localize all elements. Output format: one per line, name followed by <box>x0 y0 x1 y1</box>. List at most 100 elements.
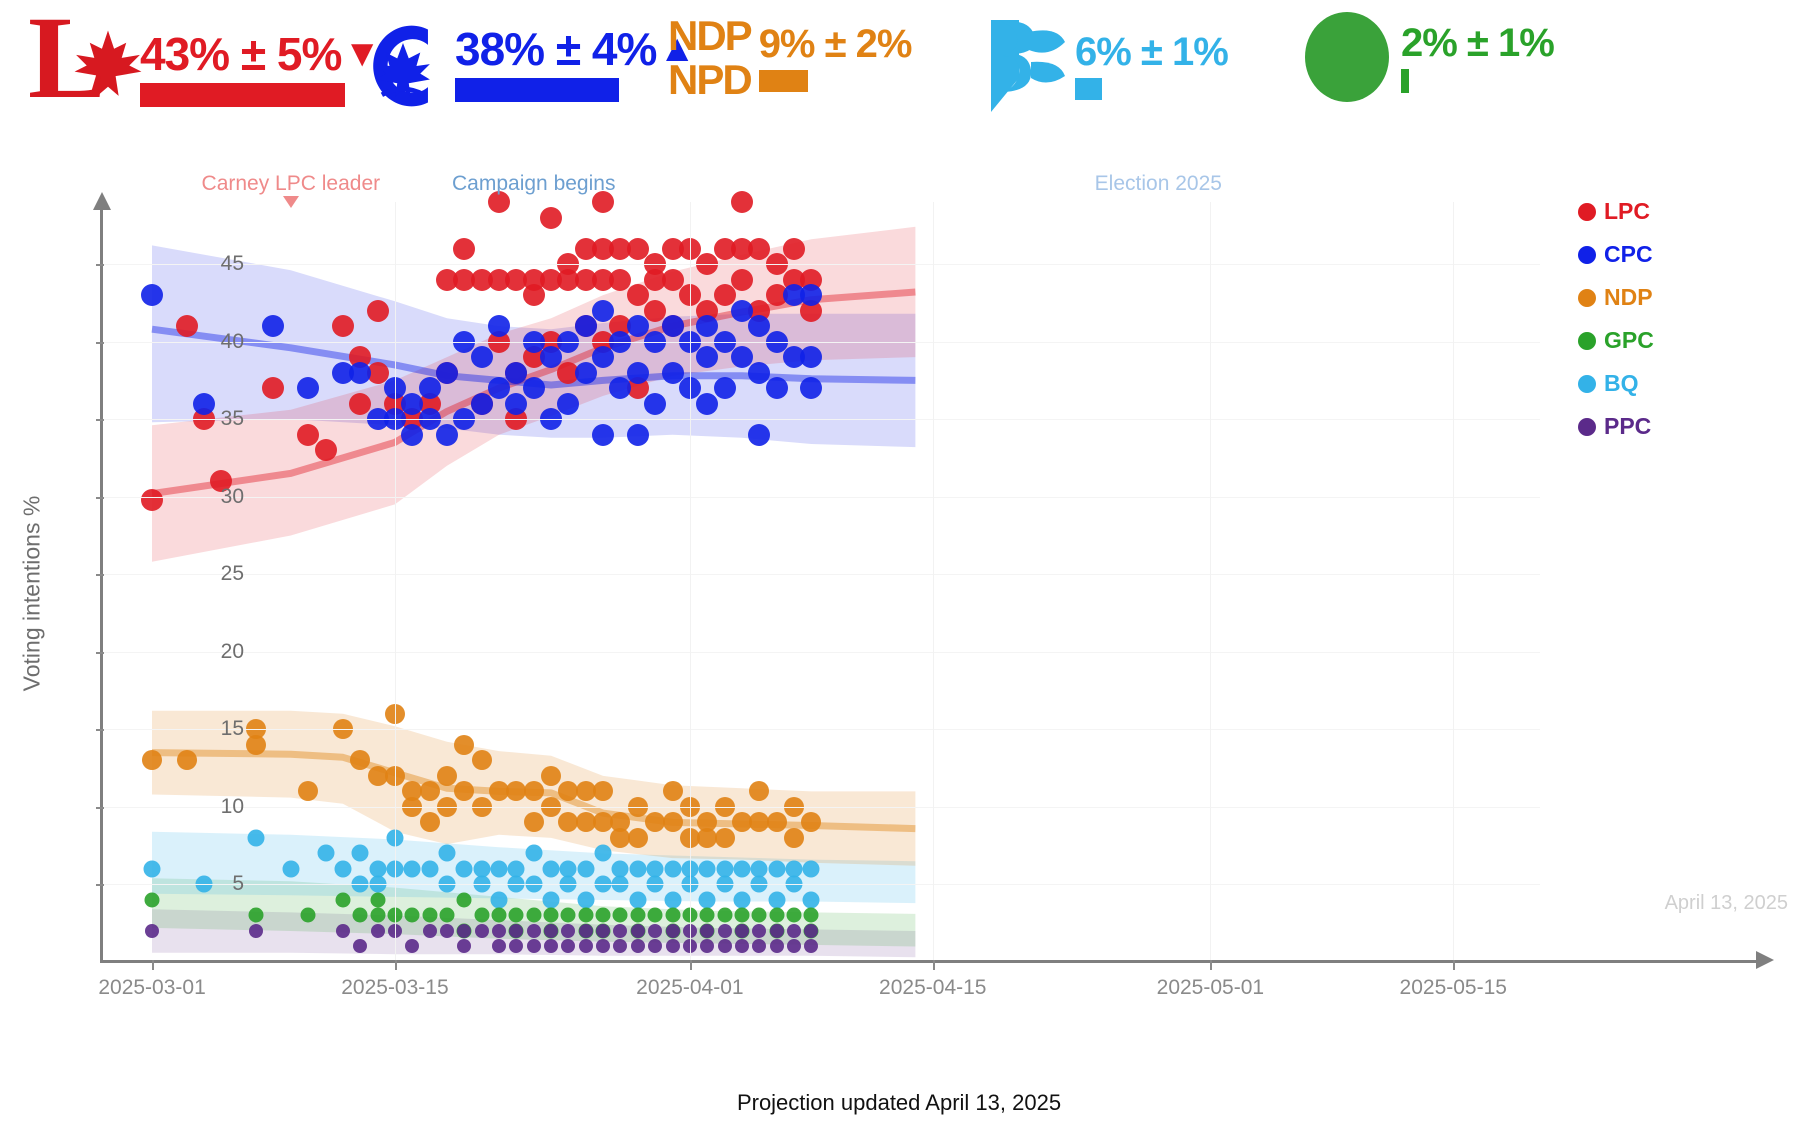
poll-point-ppc <box>457 939 472 954</box>
poll-point-ppc <box>804 923 819 938</box>
poll-point-gpc <box>734 907 750 923</box>
poll-point-gpc <box>248 907 264 923</box>
poll-point-gpc <box>300 907 316 923</box>
poll-point-lpc <box>453 237 476 260</box>
poll-point-ppc <box>613 939 628 954</box>
x-axis-tick-mark <box>394 960 397 970</box>
y-gridline <box>100 341 1540 343</box>
poll-point-bq <box>594 844 612 862</box>
poll-point-cpc <box>644 392 667 415</box>
poll-point-lpc <box>592 268 615 291</box>
poll-point-ppc <box>492 939 507 954</box>
poll-point-ppc <box>439 923 454 938</box>
poll-point-cpc <box>418 377 441 400</box>
liberal-party-logo: L <box>28 0 142 128</box>
poll-point-ppc <box>578 939 593 954</box>
poll-point-ppc <box>717 939 732 954</box>
poll-point-bq <box>317 844 335 862</box>
y-gridline <box>100 496 1540 498</box>
y-axis-tick-mark <box>96 264 104 267</box>
poll-point-ppc <box>734 923 749 938</box>
poll-point-cpc <box>193 392 216 415</box>
poll-point-bq <box>455 860 473 878</box>
poll-point-cpc <box>782 346 805 369</box>
y-axis-tick-label: 25 <box>220 562 244 586</box>
poll-point-ndp <box>575 781 596 802</box>
poll-point-gpc <box>665 907 681 923</box>
poll-point-lpc <box>661 268 684 291</box>
poll-point-ndp <box>558 781 579 802</box>
poll-point-gpc <box>751 907 767 923</box>
x-axis-tick-label: 2025-05-01 <box>1156 976 1265 999</box>
legend-item-gpc[interactable]: GPC <box>1578 327 1788 354</box>
poll-point-bq <box>698 860 716 878</box>
poll-point-lpc <box>644 268 667 291</box>
legend-item-lpc[interactable]: LPC <box>1578 198 1788 225</box>
poll-point-gpc <box>612 907 628 923</box>
poll-point-ndp <box>436 765 457 786</box>
poll-point-cpc <box>592 423 615 446</box>
poll-point-ppc <box>648 923 663 938</box>
poll-point-cpc <box>470 392 493 415</box>
legend-item-ppc[interactable]: PPC <box>1578 413 1788 440</box>
poll-point-ndp <box>575 812 596 833</box>
poll-point-lpc <box>470 268 493 291</box>
poll-point-ndp <box>766 812 787 833</box>
poll-point-lpc <box>366 299 389 322</box>
legend-swatch-icon <box>1578 245 1596 264</box>
y-gridline <box>100 729 1540 731</box>
y-axis-tick-mark <box>96 419 104 422</box>
legend-item-cpc[interactable]: CPC <box>1578 241 1788 268</box>
poll-point-bq <box>664 891 682 909</box>
y-axis-title: Voting intentions % <box>18 495 45 692</box>
event-label-1: Campaign begins <box>452 172 616 195</box>
ndp-label-en: NDP <box>668 12 753 59</box>
poll-point-lpc <box>349 392 372 415</box>
party-summary-cpc: 38% ± 4% ▲ <box>355 8 696 118</box>
y-axis-tick-mark <box>96 884 104 887</box>
poll-point-ndp <box>749 781 770 802</box>
poll-point-lpc <box>713 237 736 260</box>
y-axis-tick-label: 45 <box>220 252 244 276</box>
y-gridline <box>100 651 1540 653</box>
poll-point-cpc <box>696 315 719 338</box>
poll-point-cpc <box>696 392 719 415</box>
bq-share-bar <box>1075 78 1102 100</box>
poll-point-ndp <box>610 827 631 848</box>
event-label-0: Carney LPC leader <box>201 172 381 195</box>
poll-point-ppc <box>145 923 160 938</box>
poll-point-bq <box>143 860 161 878</box>
poll-point-cpc <box>574 361 597 384</box>
poll-point-gpc <box>595 907 611 923</box>
poll-point-gpc <box>578 907 594 923</box>
poll-point-ndp <box>489 781 510 802</box>
poll-point-ppc <box>249 923 264 938</box>
poll-point-cpc <box>713 377 736 400</box>
x-axis-line <box>100 960 1760 963</box>
poll-point-cpc <box>488 315 511 338</box>
poll-point-bq <box>421 860 439 878</box>
x-axis-tick-mark <box>689 960 692 970</box>
poll-point-gpc <box>491 907 507 923</box>
poll-point-cpc <box>574 315 597 338</box>
poll-point-lpc <box>540 206 563 229</box>
poll-point-ppc <box>509 923 524 938</box>
poll-point-bq <box>785 860 803 878</box>
poll-point-ppc <box>630 939 645 954</box>
legend-item-bq[interactable]: BQ <box>1578 370 1788 397</box>
poll-point-ndp <box>454 781 475 802</box>
legend-item-ndp[interactable]: NDP <box>1578 284 1788 311</box>
poll-point-ndp <box>523 781 544 802</box>
gpc-percent: 2% ± 1% <box>1401 21 1555 65</box>
y-axis-tick-label: 40 <box>220 329 244 353</box>
poll-point-bq <box>664 860 682 878</box>
poll-point-bq <box>802 891 820 909</box>
poll-point-lpc <box>574 268 597 291</box>
x-gridline <box>1453 202 1455 962</box>
poll-point-ppc <box>353 939 368 954</box>
y-axis-tick-mark <box>96 496 104 499</box>
poll-point-ppc <box>526 923 541 938</box>
poll-point-lpc <box>314 439 337 462</box>
poll-point-gpc <box>769 907 785 923</box>
poll-point-ndp <box>471 750 492 771</box>
